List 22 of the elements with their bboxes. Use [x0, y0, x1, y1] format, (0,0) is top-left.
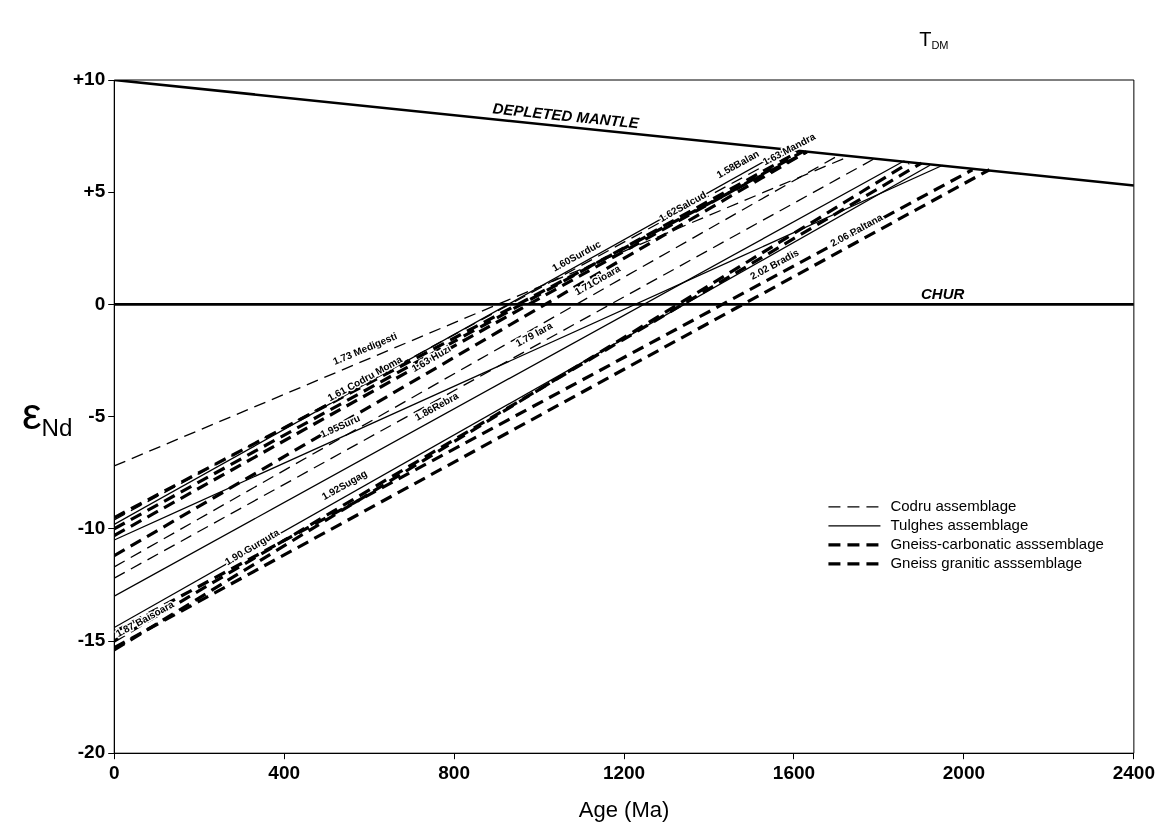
- x-tick-label: 400: [268, 761, 301, 783]
- legend-label: Gneiss granitic asssemblage: [890, 554, 1083, 572]
- y-tick-label: -5: [88, 404, 106, 426]
- annotation: DEPLETED MANTLE: [491, 99, 641, 132]
- y-tick-label: -15: [77, 629, 106, 651]
- legend-label: Tulghes assemblage: [890, 516, 1029, 534]
- x-tick-label: 1200: [602, 761, 646, 783]
- y-tick-label: +5: [83, 180, 106, 202]
- legend-label: Gneiss-carbonatic asssemblage: [890, 535, 1104, 553]
- y-tick-label: -10: [77, 517, 106, 539]
- y-tick-label: -20: [77, 741, 106, 763]
- x-tick-label: 800: [438, 761, 470, 783]
- annotation: CHUR: [921, 284, 965, 302]
- x-axis-title: Age (Ma): [578, 797, 670, 823]
- y-tick-label: 0: [94, 292, 106, 314]
- x-tick-label: 2400: [1112, 761, 1156, 783]
- x-tick-label: 1600: [772, 761, 816, 783]
- y-tick-label: +10: [73, 68, 106, 90]
- annotation: 1.79 Iara: [513, 319, 555, 349]
- legend-label: Codru assemblage: [890, 497, 1017, 515]
- x-tick-label: 0: [108, 761, 120, 783]
- x-tick-label: 2000: [942, 761, 986, 783]
